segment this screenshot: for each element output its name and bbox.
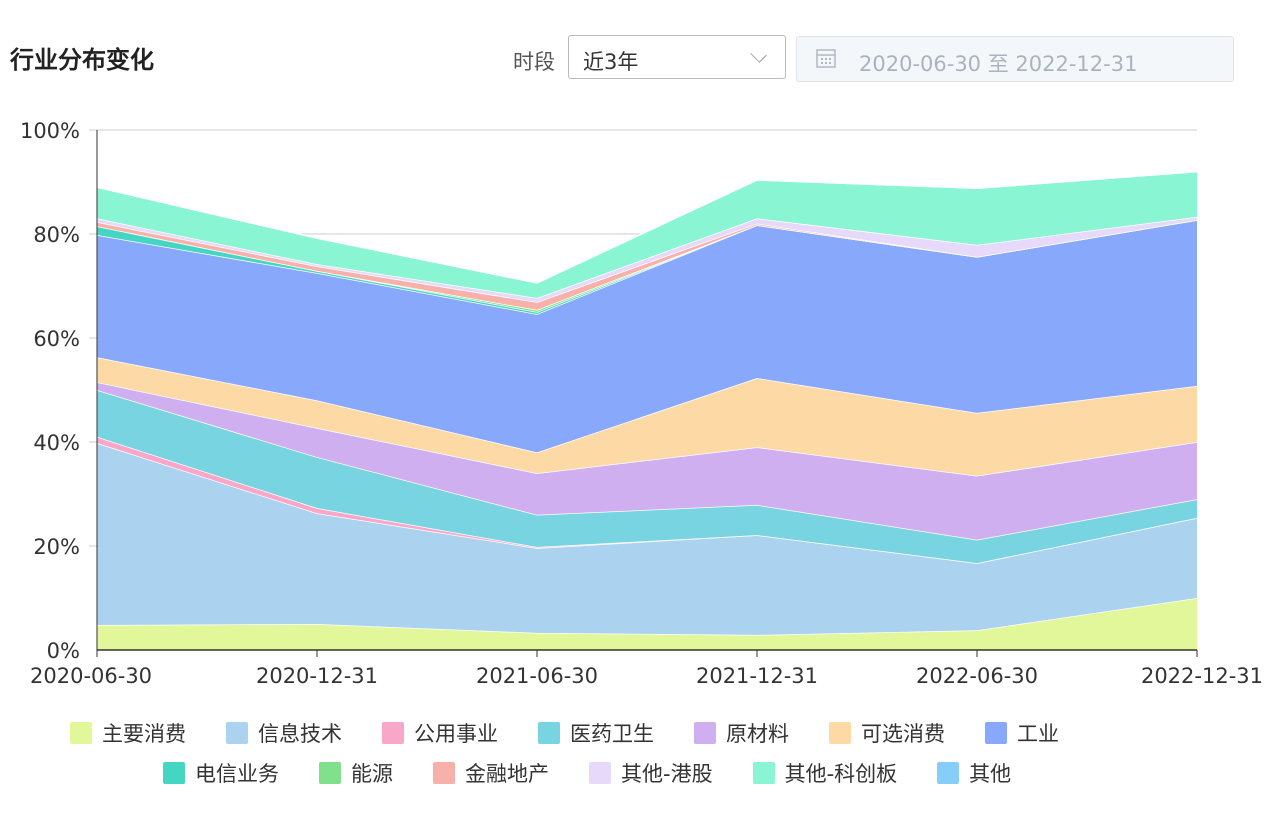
x-tick-label: 2022-06-30 [916,664,1038,688]
legend-label: 电信业务 [195,762,279,786]
area-其他-港股 [97,216,1197,303]
legend-swatch [163,762,185,784]
area-金融地产 [97,219,1197,310]
legend-label: 公用事业 [414,722,498,746]
legend-swatch [382,722,404,744]
date-range-text: 2020-06-30 至 2022-12-31 [859,52,1138,76]
legend-label: 金融地产 [465,762,549,786]
series-line [96,170,1198,284]
area-可选消费 [97,357,1197,476]
legend-swatch [752,762,775,784]
x-tick-label: 2022-12-31 [1141,664,1263,688]
y-tick-label: 80% [33,223,80,247]
legend-label: 原材料 [726,722,789,746]
y-tick-label: 60% [33,327,80,351]
area-医药卫生 [97,390,1197,564]
legend-swatch [319,762,341,784]
legend-label: 主要消费 [102,722,186,746]
legend-label: 能源 [351,762,393,786]
y-tick-label: 100% [20,119,80,143]
legend-label: 信息技术 [258,722,342,746]
x-tick-label: 2020-12-31 [256,664,378,688]
legend-item[interactable]: 其他-港股 [589,758,713,788]
legend-swatch [226,722,248,744]
legend-item[interactable]: 公用事业 [382,718,498,748]
period-label: 时段 [513,50,555,74]
legend-item[interactable]: 可选消费 [829,718,945,748]
calendar-icon [816,49,836,68]
legend-label: 医药卫生 [570,722,654,746]
legend-swatch [589,762,611,784]
legend-item[interactable]: 原材料 [694,718,789,748]
legend-item[interactable]: 金融地产 [433,758,549,788]
legend-label: 其他 [969,762,1012,786]
x-tick-label: 2020-06-30 [30,664,152,688]
legend-swatch [694,722,716,744]
area-其他-科创板 [97,171,1197,298]
legend-item[interactable]: 信息技术 [226,718,342,748]
legend-item[interactable]: 其他 [937,758,1011,788]
date-range-picker[interactable]: 2020-06-30 至 2022-12-31 [796,36,1234,82]
legend-swatch [985,722,1007,744]
page-title: 行业分布变化 [10,46,154,74]
legend-item[interactable]: 电信业务 [163,758,279,788]
legend-item[interactable]: 医药卫生 [538,718,654,748]
legend-label: 其他-科创板 [784,762,898,786]
legend-swatch [538,722,560,744]
legend-label: 可选消费 [861,722,945,746]
x-tick-label: 2021-12-31 [696,664,818,688]
y-tick-label: 0% [47,639,80,663]
legend-swatch [70,722,92,744]
area-信息技术 [97,443,1197,635]
period-select[interactable]: 近3年 [568,35,786,79]
legend-item[interactable]: 能源 [319,758,393,788]
legend-swatch [937,762,960,784]
legend-swatch [829,722,851,744]
legend-row-2: 电信业务 能源 金融地产 其他-港股 其他-科创板 其他 [163,758,1051,788]
legend-item[interactable]: 主要消费 [70,718,186,748]
legend-item[interactable]: 工业 [985,718,1059,748]
area-主要消费 [97,598,1197,650]
y-tick-label: 40% [33,431,80,455]
period-select-value: 近3年 [583,50,639,74]
area-工业 [97,219,1197,453]
y-tick-label: 20% [33,535,80,559]
legend-row-1: 主要消费 信息技术 公用事业 医药卫生 原材料 可选消费 工业 [70,718,1099,748]
legend-label: 其他-港股 [621,762,713,786]
x-tick-label: 2021-06-30 [476,664,598,688]
legend-item[interactable]: 其他-科创板 [752,758,898,788]
area-原材料 [97,382,1197,540]
legend-swatch [433,762,455,784]
legend-label: 工业 [1017,722,1059,746]
